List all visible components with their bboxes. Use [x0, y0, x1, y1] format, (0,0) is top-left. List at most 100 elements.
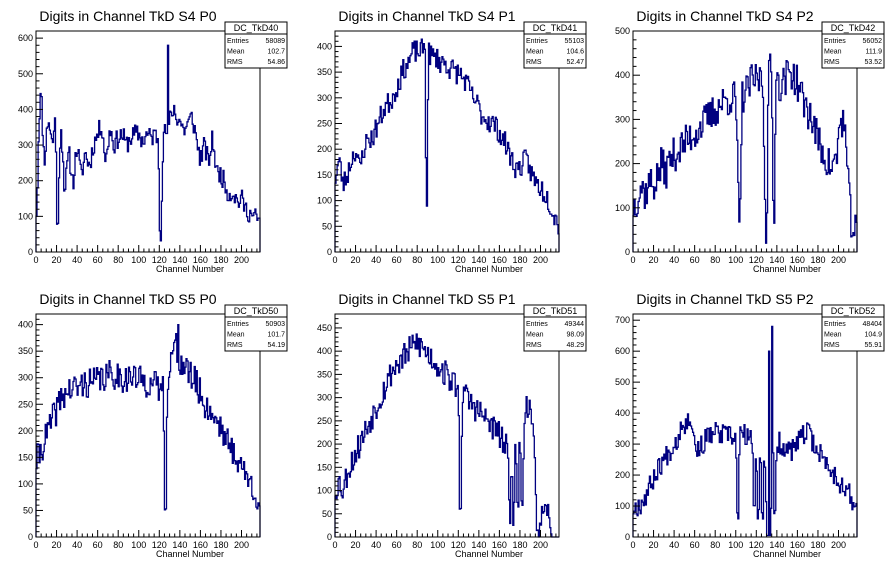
y-tick-label: 200 — [18, 426, 33, 436]
x-tick-label: 120 — [152, 255, 167, 265]
chart-title: Digits in Channel TkD S4 P1 — [338, 8, 515, 24]
stats-entries-label: Entries — [824, 38, 846, 45]
y-tick-label: 150 — [317, 462, 332, 472]
x-tick-label: 120 — [749, 255, 764, 265]
x-tick-label: 80 — [113, 255, 123, 265]
stats-mean-value: 98.09 — [566, 332, 584, 339]
stats-mean-value: 101.7 — [267, 332, 285, 339]
y-tick-label: 400 — [615, 408, 630, 418]
stats-entries-value: 58089 — [266, 38, 286, 45]
stats-box: DC_TkD42 Entries 56052 Mean 111.9 RMS 53.52 — [821, 21, 885, 69]
x-tick-label: 40 — [669, 540, 679, 550]
histogram-panel-3: Digits in Channel TkD S5 P0 0 20 40 60 80 100 1… — [18, 291, 288, 559]
y-tick-label: 0 — [625, 247, 630, 257]
y-tick-label: 0 — [28, 532, 33, 542]
x-tick-label: 40 — [371, 540, 381, 550]
y-tick-label: 500 — [18, 69, 33, 79]
x-tick-label: 200 — [234, 255, 249, 265]
stats-mean-label: Mean — [526, 332, 544, 339]
stats-box: DC_TkD50 Entries 50903 Mean 101.7 RMS 54.19 — [224, 304, 288, 352]
plot-frame — [334, 30, 560, 253]
stats-rms-value: 54.19 — [267, 342, 285, 349]
x-tick-label: 100 — [131, 540, 146, 550]
y-tick-label: 600 — [615, 346, 630, 356]
y-tick-label: 300 — [317, 93, 332, 103]
chart-title: Digits in Channel TkD S4 P2 — [636, 8, 813, 24]
y-tick-label: 0 — [327, 247, 332, 257]
y-tick-label: 100 — [18, 479, 33, 489]
y-tick-label: 300 — [615, 114, 630, 124]
y-tick-label: 150 — [18, 452, 33, 462]
y-tick-label: 0 — [28, 247, 33, 257]
x-tick-label: 160 — [492, 540, 507, 550]
x-tick-label: 180 — [512, 540, 527, 550]
x-tick-label: 80 — [412, 255, 422, 265]
stats-mean-label: Mean — [227, 49, 245, 56]
stats-entries-label: Entries — [824, 321, 846, 328]
y-tick-label: 200 — [18, 176, 33, 186]
x-tick-label: 140 — [769, 540, 784, 550]
y-tick-label: 100 — [18, 211, 33, 221]
x-tick-label: 0 — [630, 255, 635, 265]
histogram-panel-5: Digits in Channel TkD S5 P2 0 20 40 60 80 100 1… — [615, 291, 885, 559]
stats-rms-value: 54.86 — [267, 59, 285, 66]
y-tick-label: 50 — [322, 509, 332, 519]
x-tick-label: 40 — [72, 255, 82, 265]
y-tick-label: 400 — [615, 70, 630, 80]
x-tick-label: 160 — [193, 255, 208, 265]
x-tick-label: 20 — [52, 255, 62, 265]
x-tick-label: 200 — [234, 540, 249, 550]
plot-frame — [35, 30, 261, 253]
x-tick-label: 40 — [669, 255, 679, 265]
x-axis-label: Channel Number — [156, 549, 224, 559]
histogram-series — [334, 38, 560, 252]
x-tick-label: 180 — [512, 255, 527, 265]
y-tick-label: 600 — [18, 33, 33, 43]
stats-rms-value: 53.52 — [864, 59, 882, 66]
x-tick-label: 60 — [392, 255, 402, 265]
x-tick-label: 100 — [728, 255, 743, 265]
x-tick-label: 80 — [710, 540, 720, 550]
y-tick-label: 400 — [18, 320, 33, 330]
stats-entries-value: 50903 — [266, 321, 286, 328]
x-tick-label: 140 — [471, 540, 486, 550]
y-tick-label: 500 — [615, 26, 630, 36]
stats-name: DC_TkD42 — [831, 23, 876, 33]
chart-title: Digits in Channel TkD S5 P0 — [39, 291, 216, 307]
x-tick-label: 100 — [728, 540, 743, 550]
y-tick-label: 50 — [322, 221, 332, 231]
x-tick-label: 60 — [93, 255, 103, 265]
stats-box: DC_TkD40 Entries 58089 Mean 102.7 RMS 54.86 — [224, 21, 288, 69]
stats-rms-label: RMS — [227, 59, 243, 66]
x-tick-label: 0 — [630, 540, 635, 550]
stats-rms-value: 55.91 — [864, 342, 882, 349]
stats-box: DC_TkD41 Entries 55103 Mean 104.6 RMS 52.47 — [523, 21, 587, 69]
x-tick-label: 0 — [332, 255, 337, 265]
histogram-series — [35, 323, 261, 537]
y-tick-label: 0 — [327, 532, 332, 542]
stats-rms-label: RMS — [824, 342, 840, 349]
y-tick-label: 250 — [317, 416, 332, 426]
x-tick-label: 60 — [392, 540, 402, 550]
y-tick-label: 250 — [317, 119, 332, 129]
stats-rms-label: RMS — [526, 342, 542, 349]
x-tick-label: 80 — [113, 540, 123, 550]
histogram-series — [35, 44, 261, 252]
x-tick-label: 160 — [492, 255, 507, 265]
plot-frame — [632, 30, 858, 253]
y-tick-label: 0 — [625, 532, 630, 542]
x-tick-label: 120 — [749, 540, 764, 550]
stats-name: DC_TkD40 — [234, 23, 279, 33]
x-tick-label: 140 — [172, 255, 187, 265]
stats-rms-label: RMS — [824, 59, 840, 66]
stats-mean-label: Mean — [526, 49, 544, 56]
x-tick-label: 180 — [810, 255, 825, 265]
y-tick-label: 700 — [615, 315, 630, 325]
x-tick-label: 0 — [332, 540, 337, 550]
y-tick-label: 300 — [615, 439, 630, 449]
stats-entries-value: 56052 — [863, 38, 883, 45]
x-tick-label: 20 — [649, 540, 659, 550]
x-tick-label: 100 — [430, 540, 445, 550]
stats-name: DC_TkD41 — [533, 23, 578, 33]
stats-entries-value: 49344 — [565, 321, 585, 328]
